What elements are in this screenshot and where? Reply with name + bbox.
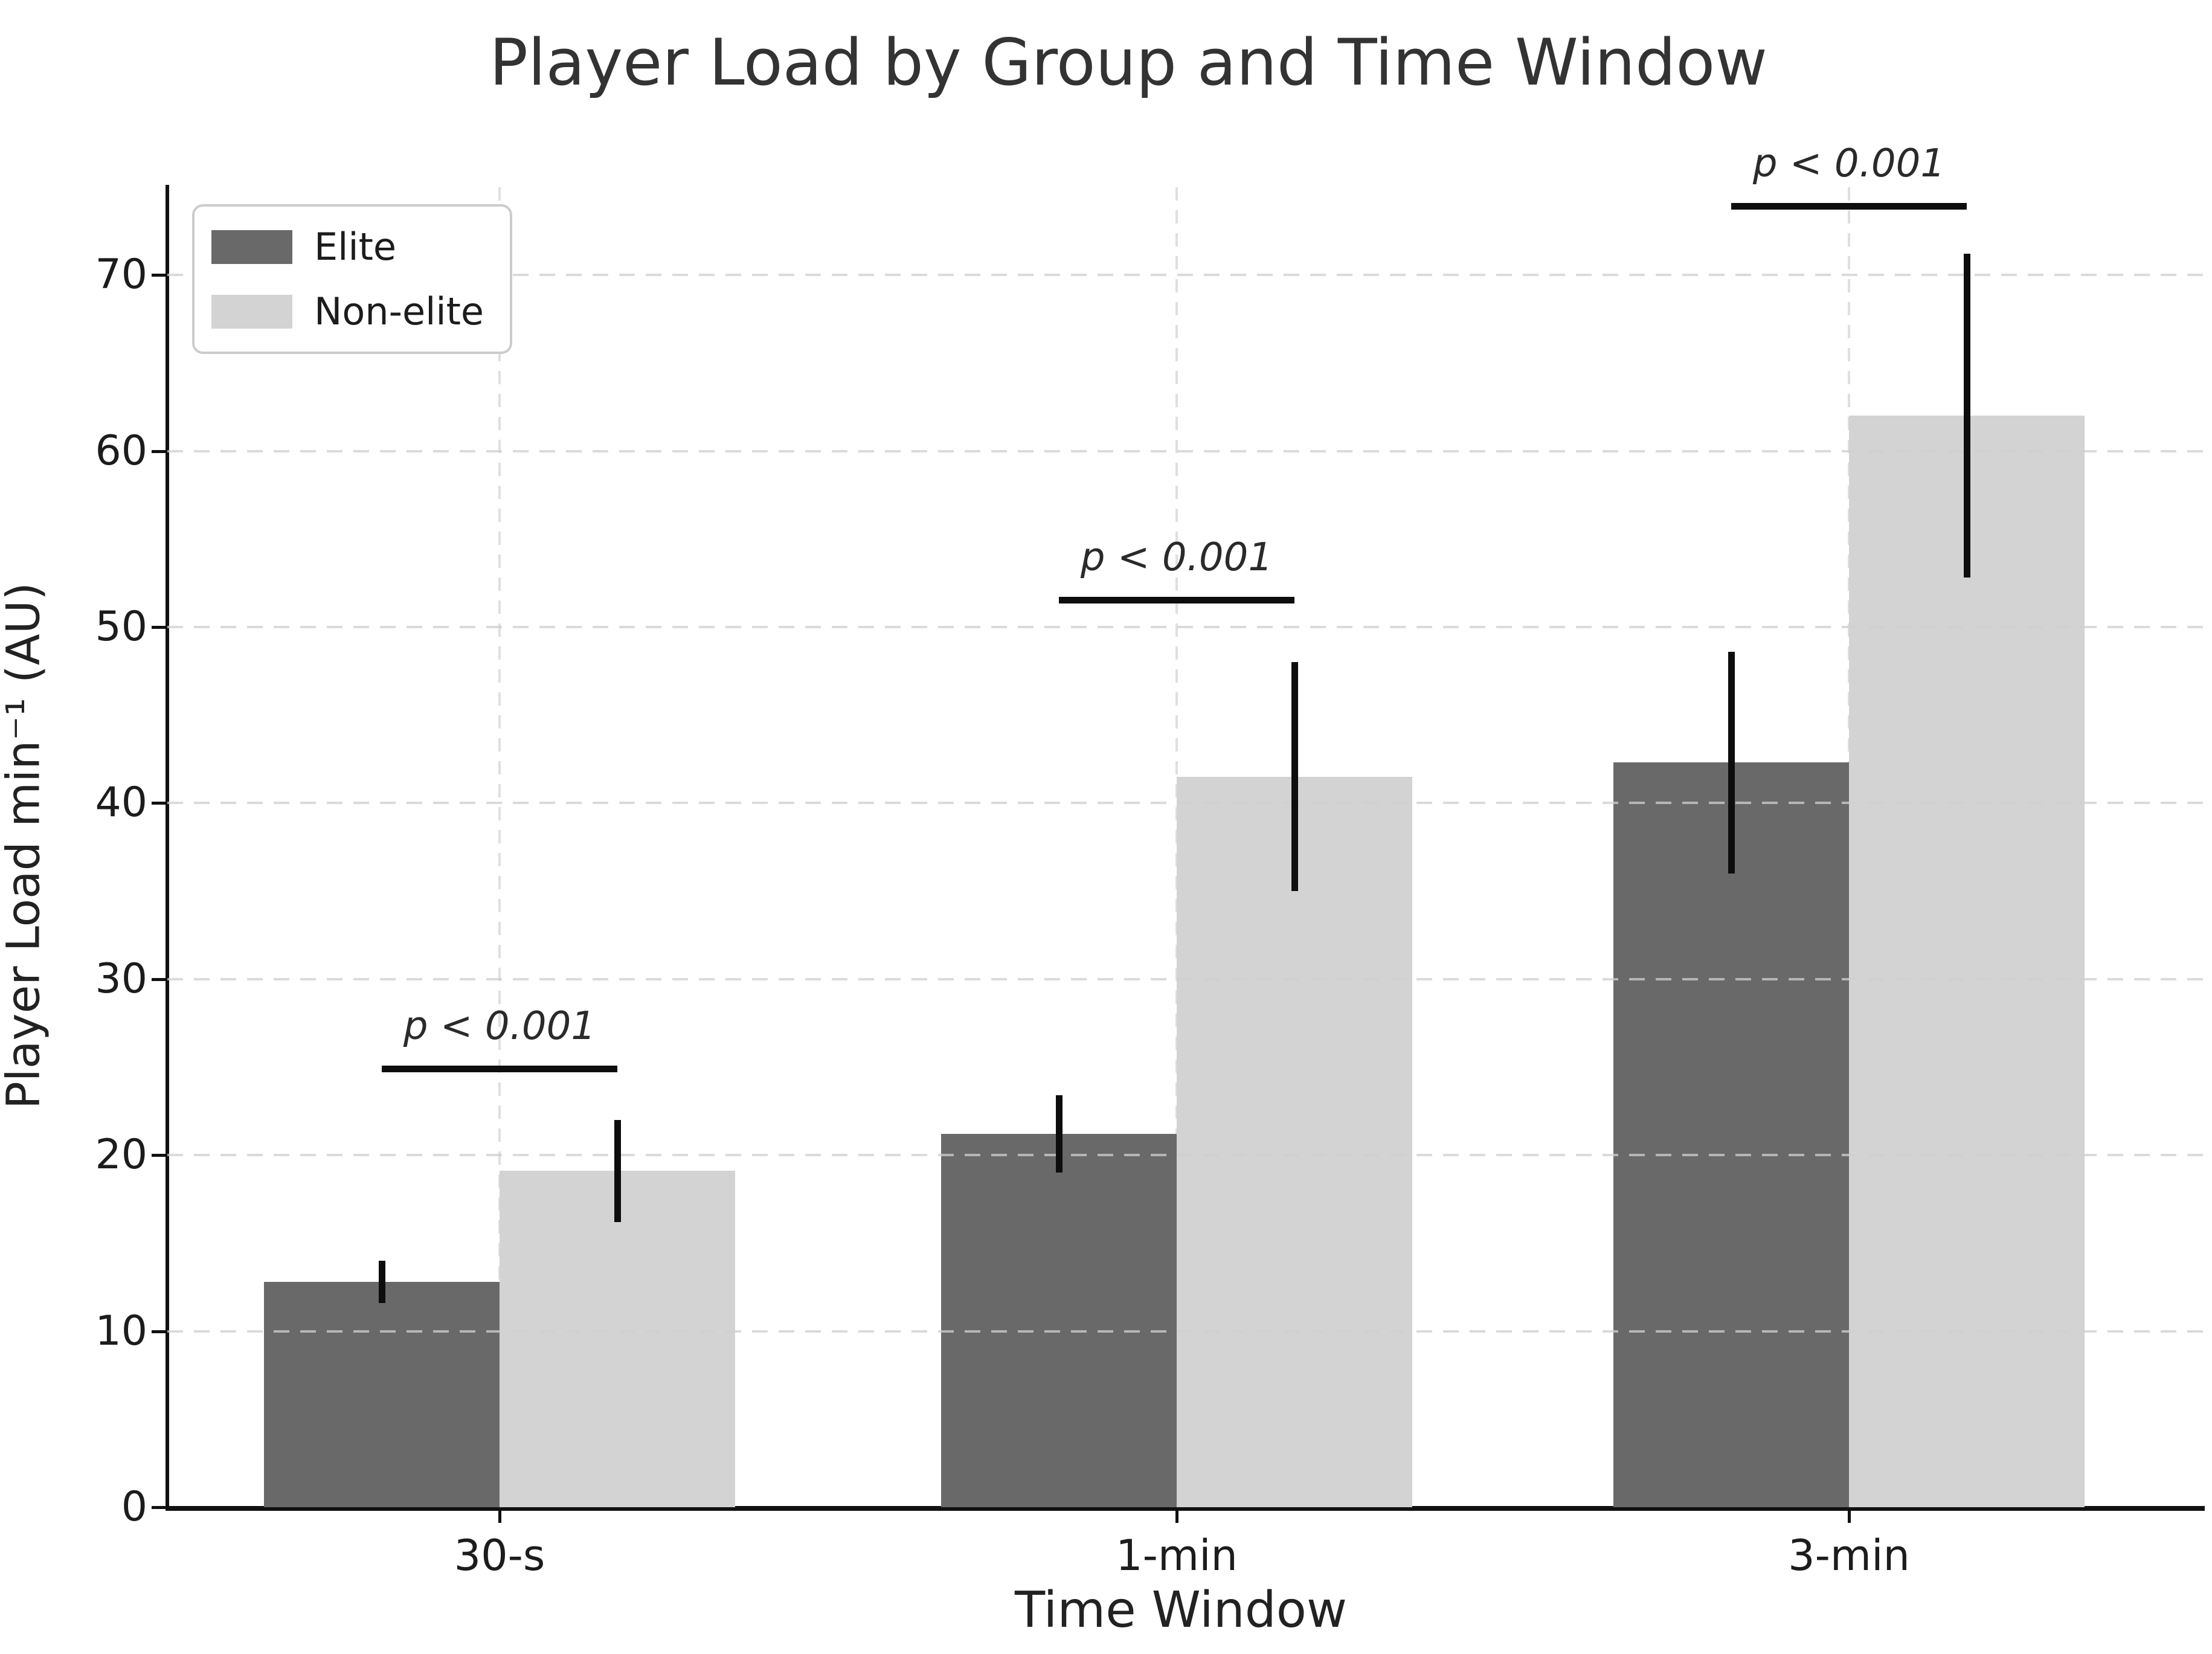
legend-label-non-elite: Non-elite [314, 289, 484, 333]
tick-label-y-50: 50 [95, 603, 147, 651]
legend-label-elite: Elite [314, 225, 397, 269]
gridline-x-30-s [498, 187, 501, 1507]
gridline-y-60 [167, 449, 2204, 452]
x-axis-spine [166, 1506, 2205, 1511]
y-axis-spine [166, 185, 169, 1510]
bar-non-elite-3-min [1849, 416, 2085, 1507]
tick-label-y-70: 70 [95, 251, 147, 299]
tick-label-y-40: 40 [95, 779, 147, 827]
tick-y-50 [152, 626, 167, 629]
tick-x-30-s [498, 1507, 501, 1523]
tick-y-20 [152, 1154, 167, 1157]
tick-y-30 [152, 977, 167, 981]
errorbar-non-elite-30-s [614, 1119, 621, 1222]
tick-y-10 [152, 1330, 167, 1333]
gridline-y-10 [167, 1330, 2204, 1333]
errorbar-elite-30-s [379, 1261, 385, 1304]
tick-y-70 [152, 274, 167, 277]
errorbar-non-elite-3-min [1964, 254, 1970, 578]
tick-y-40 [152, 802, 167, 805]
gridline-y-40 [167, 802, 2204, 805]
significance-label-3-min: p < 0.001 [1752, 141, 1946, 186]
bar-elite-30-s [264, 1282, 500, 1507]
y-axis-label: Player Load min⁻¹ (AU) [0, 582, 50, 1110]
legend-swatch-non-elite [211, 294, 292, 329]
bar-non-elite-30-s [500, 1171, 735, 1507]
gridline-y-50 [167, 626, 2204, 628]
tick-label-y-0: 0 [121, 1483, 147, 1531]
significance-bracket-3-min [1731, 202, 1967, 210]
bar-non-elite-1-min [1177, 777, 1412, 1507]
errorbar-non-elite-1-min [1291, 662, 1298, 892]
significance-label-30-s: p < 0.001 [403, 1003, 596, 1049]
tick-x-3-min [1848, 1507, 1851, 1523]
legend-item-non-elite: Non-elite [211, 289, 510, 333]
gridline-y-70 [167, 274, 2204, 277]
significance-bracket-1-min [1059, 597, 1294, 604]
bar-elite-3-min [1613, 762, 1849, 1507]
tick-label-y-20: 20 [95, 1131, 147, 1179]
tick-label-x-30-s: 30-s [454, 1531, 545, 1580]
tick-label-y-10: 10 [95, 1307, 147, 1355]
tick-x-1-min [1175, 1507, 1178, 1523]
tick-y-60 [152, 449, 167, 453]
legend-swatch-elite [211, 230, 292, 264]
errorbar-elite-1-min [1056, 1095, 1063, 1173]
errorbar-elite-3-min [1728, 651, 1735, 874]
gridline-y-30 [167, 977, 2204, 980]
tick-label-x-3-min: 3-min [1788, 1531, 1910, 1580]
gridline-y-20 [167, 1154, 2204, 1157]
significance-bracket-30-s [382, 1065, 617, 1072]
tick-y-0 [152, 1506, 167, 1509]
tick-label-x-1-min: 1-min [1116, 1531, 1238, 1580]
bar-elite-1-min [941, 1134, 1177, 1507]
chart-title: Player Load by Group and Time Window [489, 25, 1767, 100]
legend: Elite Non-elite [192, 204, 512, 354]
legend-item-elite: Elite [211, 225, 510, 269]
tick-label-y-60: 60 [95, 426, 147, 475]
tick-label-y-30: 30 [95, 954, 147, 1003]
x-axis-label: Time Window [1014, 1582, 1348, 1639]
significance-label-1-min: p < 0.001 [1080, 535, 1273, 581]
